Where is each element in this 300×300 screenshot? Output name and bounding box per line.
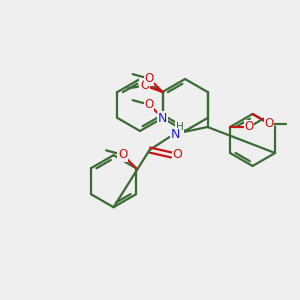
Text: H: H [176,122,183,132]
Text: O: O [264,117,274,130]
Text: O: O [140,79,149,92]
Text: O: O [172,148,182,161]
Text: O: O [118,148,127,161]
Text: N: N [171,128,180,142]
Text: O: O [145,72,154,85]
Text: O: O [244,121,254,134]
Text: O: O [145,98,154,111]
Text: N: N [158,112,167,124]
